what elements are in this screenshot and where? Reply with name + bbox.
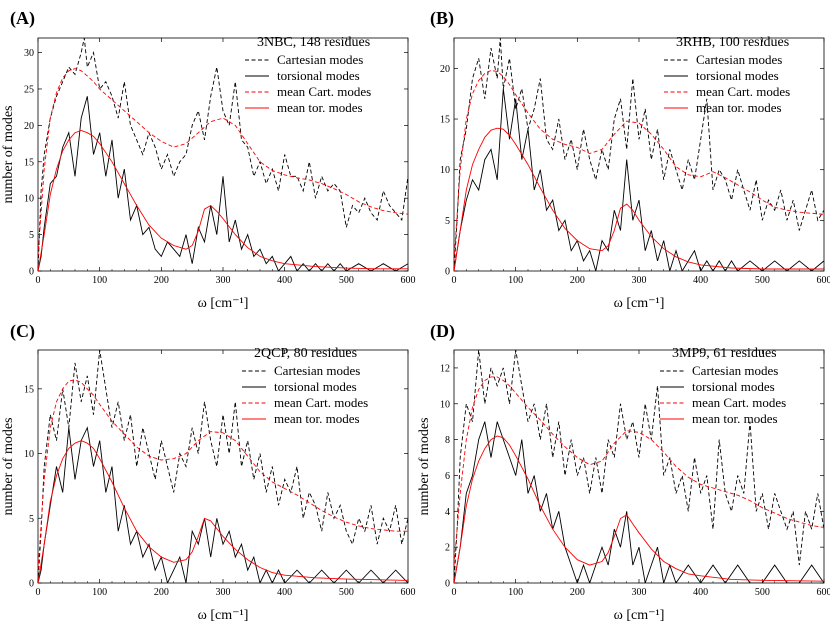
chart-panel: (A) 0 100 200 300 400 500 600 0 5 10 15 20 25 30 ω [cm⁻…: [1, 8, 416, 311]
y-tick-label: 2: [445, 543, 450, 554]
y-tick-label: 10: [24, 449, 34, 460]
x-tick-label: 200: [154, 587, 169, 598]
legend-label: mean Cart. modes: [696, 84, 790, 99]
legend-label: torsional modes: [277, 68, 360, 83]
panel-label: (B): [430, 8, 454, 29]
legend-label: mean tor. modes: [277, 100, 363, 115]
series-line: [454, 89, 824, 271]
series-line: [38, 441, 408, 583]
x-tick-label: 600: [401, 275, 416, 286]
panel-label: (C): [10, 321, 35, 342]
chart-panel: (B) 0 100 200 300 400 500 600 0 5 10 15 20 ω [cm⁻¹] 3R…: [430, 8, 830, 311]
legend-label: torsional modes: [274, 379, 357, 394]
x-tick-label: 100: [92, 587, 107, 598]
legend-label: Cartesian modes: [274, 363, 360, 378]
y-tick-label: 0: [29, 579, 34, 590]
legend-label: torsional modes: [696, 68, 779, 83]
x-axis-label: ω [cm⁻¹]: [198, 608, 249, 623]
x-tick-label: 600: [817, 275, 830, 286]
x-tick-label: 200: [570, 587, 585, 598]
legend-label: torsional modes: [692, 379, 775, 394]
y-tick-label: 5: [29, 230, 34, 241]
y-tick-label: 6: [445, 471, 450, 482]
x-tick-label: 100: [508, 275, 523, 286]
legend-label: mean Cart. modes: [274, 395, 368, 410]
legend-label: mean tor. modes: [696, 100, 782, 115]
x-axis-label: ω [cm⁻¹]: [198, 296, 249, 311]
x-tick-label: 300: [632, 587, 647, 598]
series-line: [38, 428, 408, 583]
x-tick-label: 300: [216, 275, 231, 286]
y-axis-label: number of modes: [1, 418, 16, 516]
y-tick-label: 12: [440, 363, 450, 374]
legend-label: mean Cart. modes: [277, 84, 371, 99]
x-tick-label: 0: [452, 587, 457, 598]
x-axis-label: ω [cm⁻¹]: [614, 608, 665, 623]
chart-title: 2QCP, 80 residues: [254, 346, 357, 361]
legend-label: mean tor. modes: [692, 411, 778, 426]
y-tick-label: 0: [445, 579, 450, 590]
x-tick-label: 500: [755, 587, 770, 598]
y-tick-label: 10: [24, 194, 34, 205]
chart-title: 3NBC, 148 residues: [257, 35, 370, 50]
y-axis-label: number of modes: [1, 106, 16, 204]
x-tick-label: 600: [401, 587, 416, 598]
legend-label: mean Cart. modes: [692, 395, 786, 410]
chart-title: 3RHB, 100 residues: [676, 35, 789, 50]
x-tick-label: 400: [277, 587, 292, 598]
legend-label: mean tor. modes: [274, 411, 360, 426]
legend-label: Cartesian modes: [277, 52, 363, 67]
x-tick-label: 0: [452, 275, 457, 286]
y-tick-label: 10: [440, 399, 450, 410]
x-tick-label: 300: [216, 587, 231, 598]
y-tick-label: 0: [445, 267, 450, 278]
y-tick-label: 20: [24, 121, 34, 132]
x-tick-label: 200: [154, 275, 169, 286]
y-tick-label: 20: [440, 64, 450, 75]
x-tick-label: 400: [693, 275, 708, 286]
x-tick-label: 500: [755, 275, 770, 286]
y-tick-label: 5: [445, 216, 450, 227]
y-tick-label: 15: [24, 384, 34, 395]
y-tick-label: 5: [29, 514, 34, 525]
x-tick-label: 0: [36, 275, 41, 286]
chart-panel: (D) 0 100 200 300 400 500 600 0 2 4 6 8 10 12 ω [cm⁻¹] n…: [417, 321, 830, 623]
y-tick-label: 8: [445, 435, 450, 446]
y-tick-label: 10: [440, 165, 450, 176]
y-tick-label: 25: [24, 84, 34, 95]
panel-label: (A): [10, 8, 35, 29]
x-tick-label: 300: [632, 275, 647, 286]
x-tick-label: 100: [92, 275, 107, 286]
legend-label: Cartesian modes: [696, 52, 782, 67]
panel-label: (D): [430, 321, 455, 342]
x-tick-label: 0: [36, 587, 41, 598]
chart-title: 3MP9, 61 residues: [672, 346, 777, 361]
x-tick-label: 500: [339, 275, 354, 286]
y-tick-label: 0: [29, 267, 34, 278]
x-tick-label: 200: [570, 275, 585, 286]
y-axis-label: number of modes: [417, 418, 432, 516]
x-tick-label: 400: [693, 587, 708, 598]
series-line: [38, 96, 408, 271]
x-tick-label: 500: [339, 587, 354, 598]
x-tick-label: 400: [277, 275, 292, 286]
y-tick-label: 30: [24, 48, 34, 59]
x-axis-label: ω [cm⁻¹]: [614, 296, 665, 311]
chart-panel: (C) 0 100 200 300 400 500 600 0 5 10 15 ω [cm⁻¹] numb…: [1, 321, 416, 623]
y-tick-label: 4: [445, 507, 450, 518]
y-tick-label: 15: [24, 157, 34, 168]
legend-label: Cartesian modes: [692, 363, 778, 378]
y-tick-label: 15: [440, 115, 450, 126]
x-tick-label: 600: [817, 587, 830, 598]
x-tick-label: 100: [508, 587, 523, 598]
